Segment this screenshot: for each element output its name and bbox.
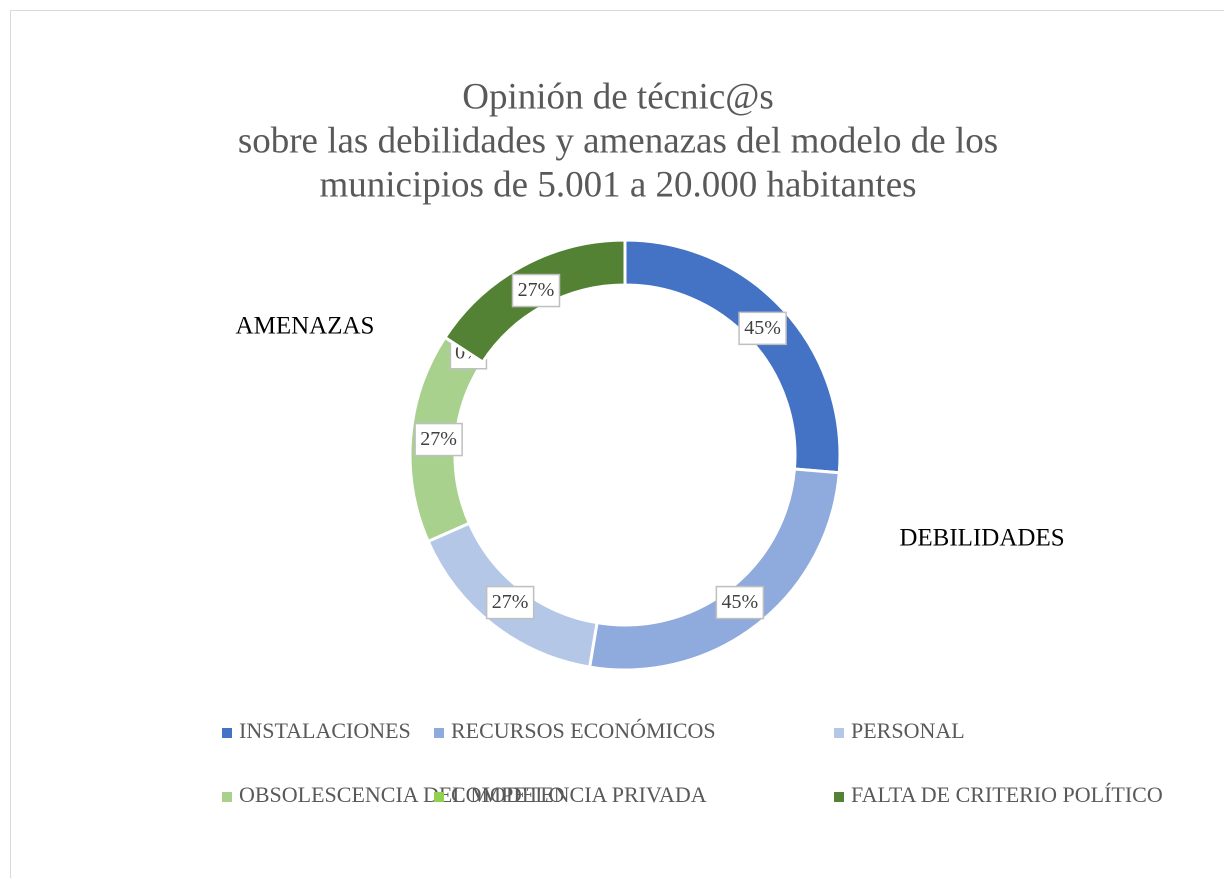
value-label-box xyxy=(414,422,463,457)
value-label-box xyxy=(738,311,787,346)
value-label-box xyxy=(485,585,535,620)
legend-label: OBSOLESCENCIA DEL MODELO xyxy=(239,782,565,807)
value-label: 45% xyxy=(722,591,759,613)
chart-title: municipios de 5.001 a 20.000 habitantes xyxy=(319,164,916,205)
legend-label: RECURSOS ECONÓMICOS xyxy=(451,718,716,743)
legend-swatch xyxy=(222,728,232,738)
legend-swatch xyxy=(434,728,444,738)
value-label-box xyxy=(715,585,765,620)
legend-swatch xyxy=(834,792,844,802)
legend-swatch xyxy=(834,728,844,738)
chart-title: Opinión de técnic@s xyxy=(462,76,774,117)
legend-label: COMPETENCIA PRIVADA xyxy=(451,782,707,807)
annotation: AMENAZAS xyxy=(236,313,375,340)
legend-label: INSTALACIONES xyxy=(239,718,411,743)
value-label: 27% xyxy=(492,591,529,613)
value-label: 27% xyxy=(518,279,555,301)
legend-swatch xyxy=(222,792,232,802)
value-label: 45% xyxy=(744,317,781,339)
legend-swatch xyxy=(434,792,444,802)
chart-title: sobre las debilidades y amenazas del mod… xyxy=(238,120,998,161)
chart-frame xyxy=(10,10,1224,878)
legend-label: FALTA DE CRITERIO POLÍTICO xyxy=(851,782,1163,807)
value-label: 27% xyxy=(420,428,457,450)
legend-label: PERSONAL xyxy=(851,718,965,743)
annotation: DEBILIDADES xyxy=(899,525,1064,552)
value-label-box xyxy=(511,273,561,308)
